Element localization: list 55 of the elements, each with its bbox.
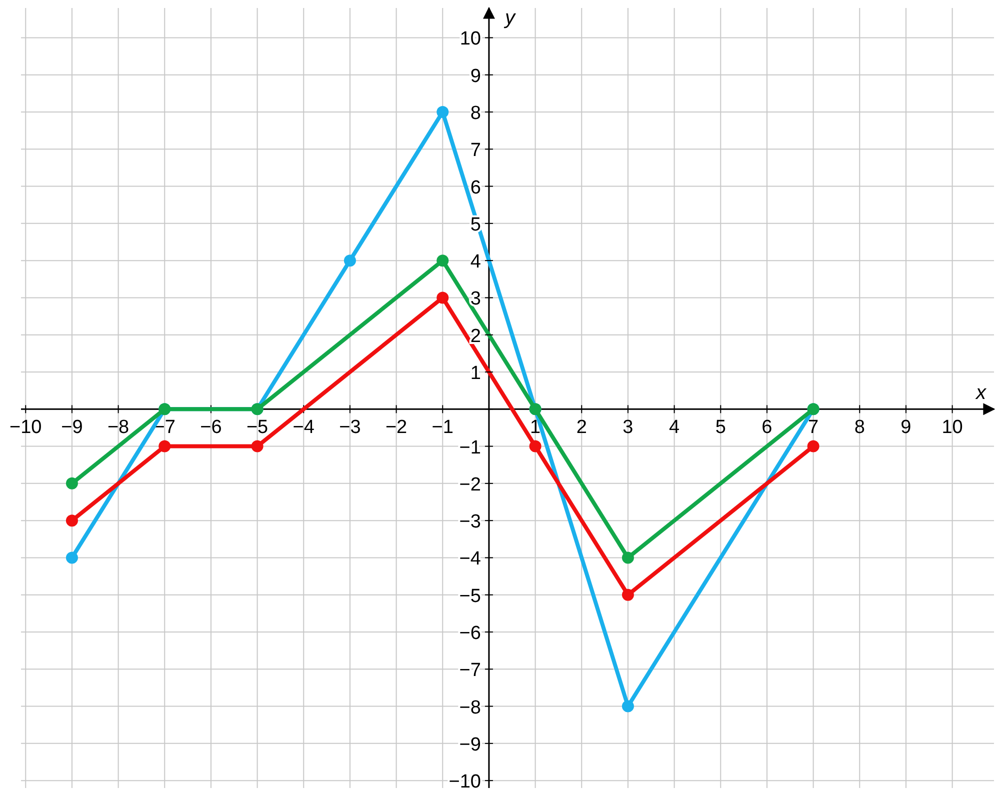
x-tick-label: 9 (900, 417, 912, 438)
y-tick-label: −2 (459, 474, 481, 496)
point (622, 588, 634, 601)
y-axis-title: y (502, 7, 516, 29)
y-tick-label: 9 (470, 66, 481, 87)
point (66, 514, 78, 527)
point (436, 254, 449, 267)
point (622, 552, 634, 564)
x-tick-label: −3 (339, 417, 361, 438)
x-tick-label: 10 (942, 417, 963, 438)
y-tick-label: −4 (459, 548, 482, 570)
x-tick-label: 6 (762, 417, 772, 438)
y-tick-label: −1 (459, 437, 481, 458)
x-tick-label: 3 (622, 417, 634, 438)
y-tick-label: 3 (470, 288, 481, 310)
x-tick-label: −5 (246, 417, 268, 438)
point (529, 440, 542, 452)
x-tick-label: 1 (530, 417, 541, 438)
x-tick-label: 2 (576, 417, 587, 438)
point (807, 440, 820, 452)
point (251, 440, 264, 452)
point (66, 552, 78, 564)
y-tick-label: 2 (470, 326, 481, 347)
x-tick-label: −9 (61, 417, 83, 438)
point (622, 700, 634, 712)
x-tick-label: 7 (808, 417, 819, 438)
y-tick-label: 6 (470, 177, 481, 198)
x-tick-label: −7 (154, 417, 176, 438)
y-tick-label: −8 (459, 697, 481, 718)
y-tick-label: −10 (448, 772, 481, 792)
y-tick-label: 4 (470, 252, 482, 273)
point (344, 254, 356, 267)
x-tick-label: 8 (854, 417, 865, 438)
x-tick-label: −6 (200, 417, 222, 438)
y-tick-label: 7 (470, 140, 481, 162)
x-tick-label: −10 (10, 417, 42, 438)
y-tick-label: −7 (459, 660, 481, 682)
y-tick-label: 1 (470, 363, 481, 384)
x-tick-label: −8 (107, 417, 130, 438)
y-tick-label: 8 (470, 103, 481, 124)
y-tick-label: −6 (459, 623, 481, 644)
y-tick-label: −3 (459, 512, 481, 533)
point (436, 292, 449, 304)
x-axis-title: x (975, 382, 987, 404)
y-tick-label: −5 (459, 586, 481, 607)
point (66, 477, 78, 490)
y-tick-label: 10 (460, 28, 481, 50)
x-tick-label: 5 (715, 417, 726, 438)
y-tick-label: −9 (459, 734, 481, 756)
x-tick-label: −1 (432, 417, 454, 438)
x-tick-label: −4 (292, 417, 315, 438)
point (436, 106, 449, 118)
point (158, 440, 171, 452)
x-tick-label: 4 (669, 417, 680, 438)
x-tick-label: −2 (385, 417, 408, 438)
